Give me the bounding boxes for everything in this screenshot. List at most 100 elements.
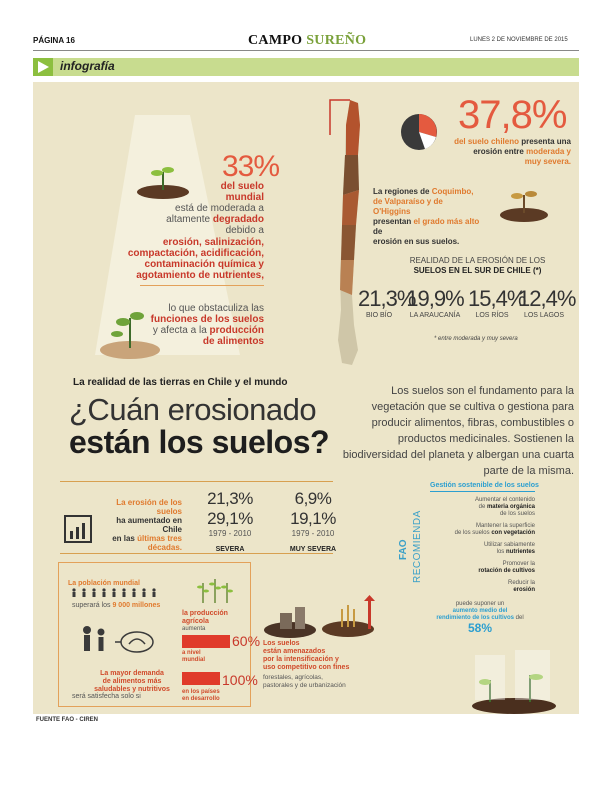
cause-line: agotamiento de nutrientes, <box>136 270 264 281</box>
fao-item-organic: Aumentar el contenido de materia orgánic… <box>430 497 535 518</box>
cause-line: erosión, salinización, <box>162 237 264 248</box>
stat-label: LA ARAUCANÍA <box>409 312 461 319</box>
line: por la intensificación y <box>263 656 339 663</box>
stat-araucania: 19,9% LA ARAUCANÍA <box>404 286 466 319</box>
line-part: de los suelos <box>454 530 492 536</box>
fao-item-rotation: Promover la rotación de cultivos <box>430 561 535 575</box>
crop-plants-icon <box>197 579 233 603</box>
line: SUELOS EN EL SUR DE CHILE (*) <box>413 266 542 275</box>
threatened-soil-illustration <box>264 595 375 638</box>
line-part: Coquimbo, <box>431 187 474 196</box>
severe-label: SEVERA <box>215 546 245 553</box>
causes-list: erosión, salinización, compactación, aci… <box>100 237 264 281</box>
stat-biobio: 21,3% BIO BÍO <box>358 286 416 319</box>
headline-line-2: están los suelos? <box>69 424 330 460</box>
severe-values: 21,3% 29,1% <box>207 489 253 528</box>
text-part: superará los <box>72 602 113 609</box>
line-part: materia orgánica <box>486 504 535 510</box>
erosion-trend-box <box>60 481 333 554</box>
line: erosión <box>513 587 535 593</box>
production-text: la producción agrícola <box>182 610 228 626</box>
line: en las últimas tres <box>98 534 182 543</box>
line: Los suelos <box>263 640 300 647</box>
line-part: con vegetación <box>491 530 535 536</box>
line: pastorales y de urbanización <box>263 682 346 689</box>
line: presentan el grado más alto de <box>373 217 481 237</box>
south-chile-heading: REALIDAD DE LA EROSIÓN DE LOS SUELOS EN … <box>385 256 570 276</box>
stat-value: 15,4% <box>468 286 526 311</box>
line-part: presenta una <box>521 137 571 146</box>
recommends-label: RECOMIENDA <box>412 510 423 583</box>
increase-label: aumenta <box>182 626 206 632</box>
line: funciones de los suelos <box>150 314 264 325</box>
developing-increase-bar <box>182 672 220 685</box>
eroded-plant-icon <box>500 191 548 222</box>
demand-condition: será satisfecha solo si <box>72 693 141 700</box>
line: en desarrollo <box>182 696 220 702</box>
line: en los países <box>182 689 220 695</box>
line: los nutrientes <box>430 549 535 556</box>
very-severe-years: 1979 - 2010 <box>291 529 335 538</box>
line: de los suelos <box>499 511 535 517</box>
header-rule <box>33 50 579 51</box>
very-severe-stat: 6,9% 19,1% 1979 - 2010 MUY SEVERA <box>278 489 348 553</box>
text-part: 9 000 millones <box>112 602 161 609</box>
line-part: rendimiento de los cultivos <box>436 615 514 621</box>
fao-title: Gestión sostenible de los suelos <box>430 482 539 489</box>
line: aumento medio del <box>452 608 508 614</box>
threats-text: Los suelos están amenazados por la inten… <box>263 640 393 672</box>
stat-los-rios: 15,4% LOS RÍOS <box>468 286 526 319</box>
line: del suelo chileno presenta una <box>446 137 571 147</box>
line: Promover la <box>502 561 535 567</box>
fao-label: FAO <box>398 539 409 560</box>
section-bar <box>33 58 579 76</box>
line-part: de <box>373 227 383 236</box>
fao-item-nutrients: Utilizar sabiamente los nutrientes <box>430 542 535 556</box>
line-part: degradado <box>212 214 264 225</box>
masthead-part-1: CAMPO <box>248 33 303 48</box>
masthead: CAMPO SUREÑO <box>248 33 366 49</box>
developing-increase-percent: 100% <box>222 672 258 688</box>
stat-label: BIO BÍO <box>365 312 393 319</box>
yield-percent: 58% <box>467 621 493 635</box>
stat-los-lagos: 12,4% LOS LAGOS <box>518 286 576 319</box>
line: Aumentar el contenido <box>474 497 535 503</box>
line: La regiones de Coquimbo, <box>373 187 481 197</box>
line: REALIDAD DE LA EROSIÓN DE LOS <box>409 256 546 265</box>
cause-line: compactación, acidificación, <box>127 248 264 259</box>
world-level-label: a nivel mundial <box>182 650 205 664</box>
line: de alimentos <box>202 336 264 347</box>
line: están amenazados <box>263 648 326 655</box>
developing-countries-label: en los países en desarrollo <box>182 689 220 703</box>
masthead-part-2: SUREÑO <box>306 33 367 48</box>
issue-date: LUNES 2 DE NOVIEMBRE DE 2015 <box>470 37 568 43</box>
fao-yield-note: puede suponer un aumento medio del rendi… <box>420 601 540 635</box>
line-part: del <box>514 615 524 621</box>
line-part: en las <box>112 534 138 543</box>
line: rendimiento de los cultivos del <box>420 615 540 622</box>
line-part: La erosión de los suelos <box>116 498 182 516</box>
line: de materia orgánica <box>430 504 535 511</box>
cause-line: contaminación química y <box>144 259 264 270</box>
line: décadas. <box>147 543 182 552</box>
world-soil-text: del suelo mundial está de moderada a alt… <box>128 181 264 236</box>
headline-line-1: ¿Cuán erosionado <box>69 392 317 427</box>
line: Reducir la <box>507 580 535 586</box>
plant-hand-icon <box>100 312 160 359</box>
line: debido a <box>225 225 264 236</box>
line: de alimentos más <box>102 678 162 685</box>
line: Mantener la superficie <box>475 523 535 529</box>
very-severe-label: MUY SEVERA <box>289 546 337 553</box>
chile-eroded-percent: 37,8% <box>458 93 567 137</box>
world-increase-percent: 60% <box>232 633 261 649</box>
line-part: los <box>496 549 506 555</box>
stat-value: 19,9% <box>406 286 464 311</box>
very-severe-values: 6,9% 19,1% <box>290 489 336 528</box>
line-part: presentan <box>373 217 414 226</box>
line: La erosión de los suelos <box>98 498 182 516</box>
people-icons <box>72 588 156 597</box>
line: ha aumentado en Chile <box>116 516 182 534</box>
divider <box>430 491 535 492</box>
line: uso competitivo con fines <box>263 664 350 671</box>
threats-detail: forestales, agrícolas, pastorales y de u… <box>263 674 393 690</box>
